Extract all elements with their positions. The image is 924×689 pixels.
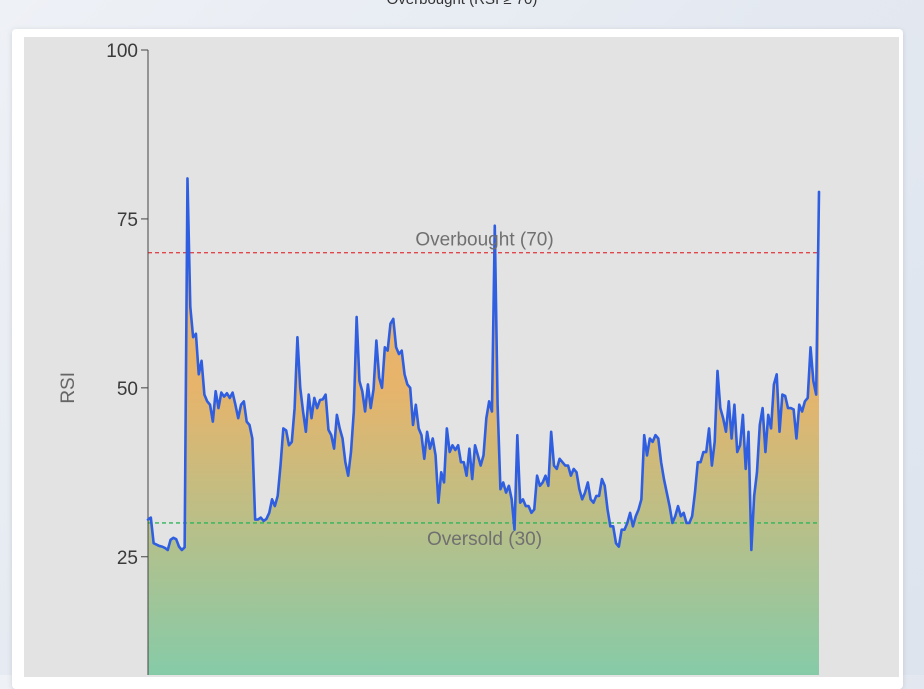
y-tick-label-50: 50 bbox=[117, 379, 138, 400]
overbought-label: Overbought (70) bbox=[415, 230, 553, 251]
y-tick-label-100: 100 bbox=[106, 41, 138, 62]
y-tick-label-25: 25 bbox=[117, 548, 138, 569]
y-axis-title: RSI bbox=[58, 372, 79, 404]
y-tick-label-75: 75 bbox=[117, 210, 138, 231]
oversold-label: Oversold (30) bbox=[427, 529, 542, 550]
rsi-chart: 100 75 50 25 RSI Overbought (70) Oversold (30… bbox=[0, 0, 924, 675]
